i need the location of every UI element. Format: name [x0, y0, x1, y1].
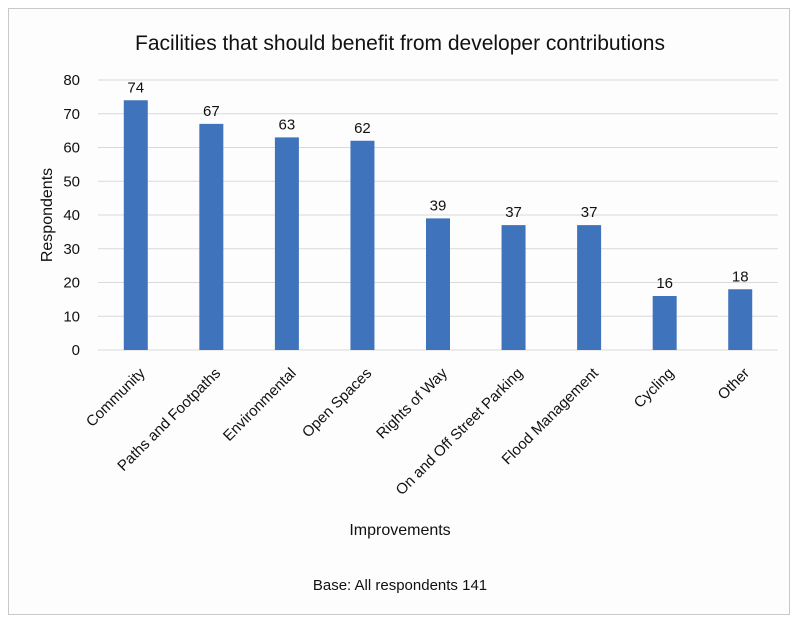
x-tick-label: On and Off Street Parking [393, 365, 527, 499]
data-label: 62 [354, 120, 371, 137]
x-tick-label: Rights of Way [373, 364, 451, 442]
data-label: 18 [732, 268, 749, 285]
y-tick-label: 0 [72, 342, 80, 359]
x-tick-label: Other [715, 365, 754, 404]
x-tick-label: Cycling [631, 365, 678, 412]
y-axis: 0 10 20 30 40 50 60 70 80 [63, 72, 80, 359]
data-labels: 74 67 63 62 39 37 37 16 18 [127, 79, 748, 292]
bar [274, 137, 299, 350]
x-tick-label: Environmental [220, 365, 300, 445]
data-label: 37 [505, 204, 522, 221]
y-tick-label: 80 [63, 72, 80, 89]
x-tick-label: Community [83, 364, 149, 430]
data-label: 67 [203, 103, 220, 120]
bar [426, 218, 450, 350]
data-label: 74 [127, 79, 144, 96]
data-label: 39 [430, 197, 447, 214]
y-tick-label: 70 [63, 106, 80, 123]
y-tick-label: 40 [63, 207, 80, 224]
data-label: 63 [279, 116, 296, 133]
y-tick-label: 50 [63, 173, 80, 190]
bar [501, 225, 526, 350]
x-axis-label: Improvements [349, 522, 451, 539]
chart-title: Facilities that should benefit from deve… [135, 32, 665, 55]
y-tick-label: 60 [63, 140, 80, 157]
x-tick-label: Open Spaces [299, 365, 375, 441]
y-tick-label: 10 [63, 308, 80, 325]
y-tick-label: 30 [63, 241, 80, 258]
bar [652, 296, 677, 350]
data-label: 16 [656, 275, 673, 292]
bar [728, 289, 753, 350]
bars [123, 100, 753, 350]
bar [577, 225, 602, 350]
bar [350, 140, 375, 350]
base-note: Base: All respondents 141 [312, 577, 488, 594]
data-label: 37 [581, 204, 598, 221]
y-tick-label: 20 [63, 275, 80, 292]
bar [123, 100, 148, 350]
bar [199, 123, 224, 350]
y-axis-label: Respondents [39, 168, 56, 262]
